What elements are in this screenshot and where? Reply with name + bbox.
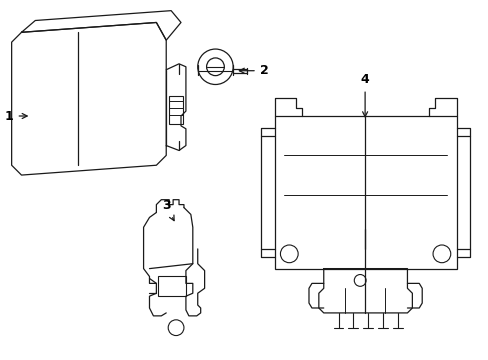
Text: 4: 4 xyxy=(360,73,369,117)
Text: 2: 2 xyxy=(239,64,268,77)
Text: 1: 1 xyxy=(5,109,27,122)
Bar xyxy=(169,96,183,124)
Bar xyxy=(158,276,185,296)
Bar xyxy=(274,116,456,269)
Text: 3: 3 xyxy=(162,199,174,221)
